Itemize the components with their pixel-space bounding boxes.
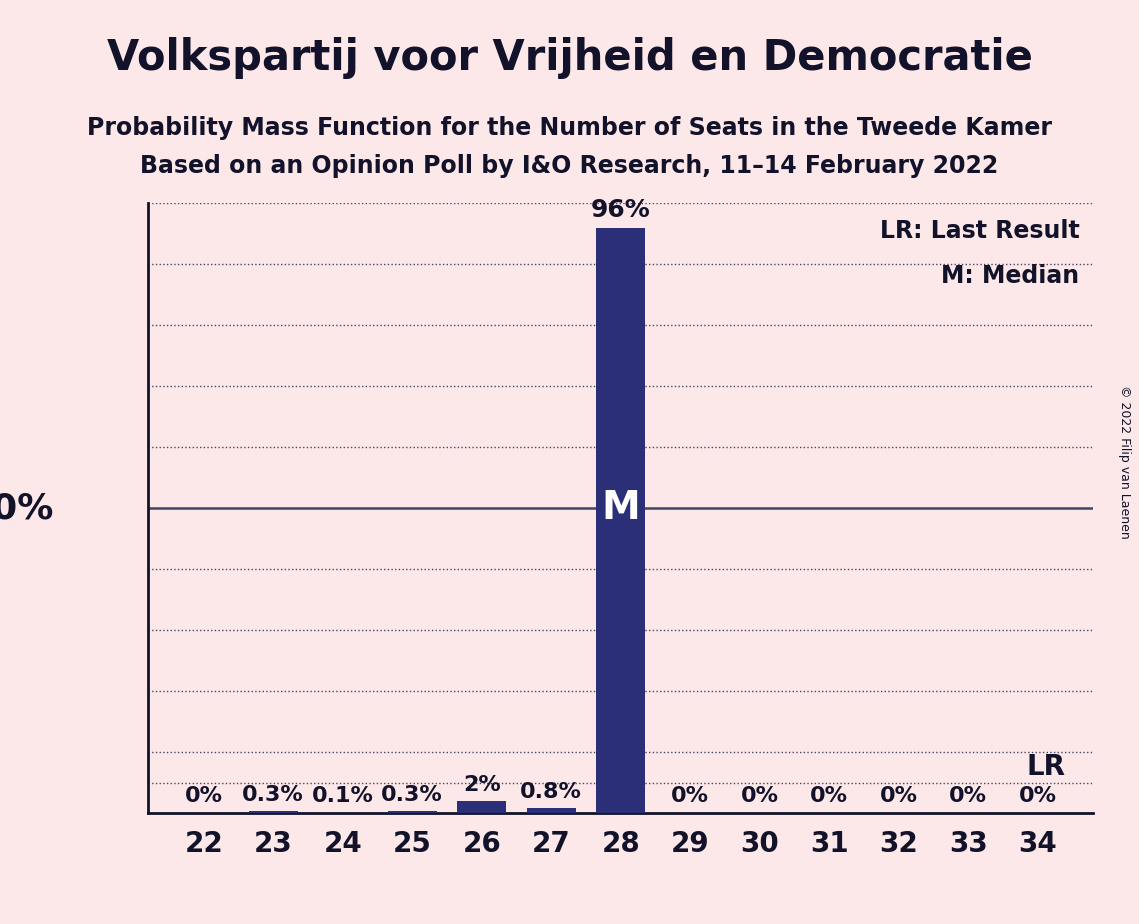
Text: 50%: 50%	[0, 492, 54, 525]
Bar	[388, 811, 436, 813]
Text: 0%: 0%	[810, 785, 849, 806]
Text: Probability Mass Function for the Number of Seats in the Tweede Kamer: Probability Mass Function for the Number…	[87, 116, 1052, 140]
Text: 0.8%: 0.8%	[521, 782, 582, 802]
Bar	[527, 808, 575, 813]
Text: 0%: 0%	[949, 785, 988, 806]
Text: M: Median: M: Median	[941, 264, 1080, 288]
Text: 0%: 0%	[740, 785, 779, 806]
Text: 96%: 96%	[591, 198, 650, 222]
Text: Based on an Opinion Poll by I&O Research, 11–14 February 2022: Based on an Opinion Poll by I&O Research…	[140, 154, 999, 178]
Text: 2%: 2%	[462, 775, 501, 795]
Bar	[458, 801, 506, 813]
Text: M: M	[601, 489, 640, 528]
Text: © 2022 Filip van Laenen: © 2022 Filip van Laenen	[1118, 385, 1131, 539]
Text: 0.3%: 0.3%	[382, 785, 443, 805]
Bar	[597, 227, 645, 813]
Bar	[248, 811, 297, 813]
Text: Volkspartij voor Vrijheid en Democratie: Volkspartij voor Vrijheid en Democratie	[107, 37, 1032, 79]
Text: 0%: 0%	[879, 785, 918, 806]
Text: 0%: 0%	[1018, 785, 1057, 806]
Text: LR: Last Result: LR: Last Result	[879, 218, 1080, 242]
Text: 0%: 0%	[671, 785, 710, 806]
Text: 0%: 0%	[185, 785, 223, 806]
Text: LR: LR	[1026, 753, 1066, 782]
Text: 0.3%: 0.3%	[243, 785, 304, 805]
Text: 0.1%: 0.1%	[312, 786, 374, 807]
